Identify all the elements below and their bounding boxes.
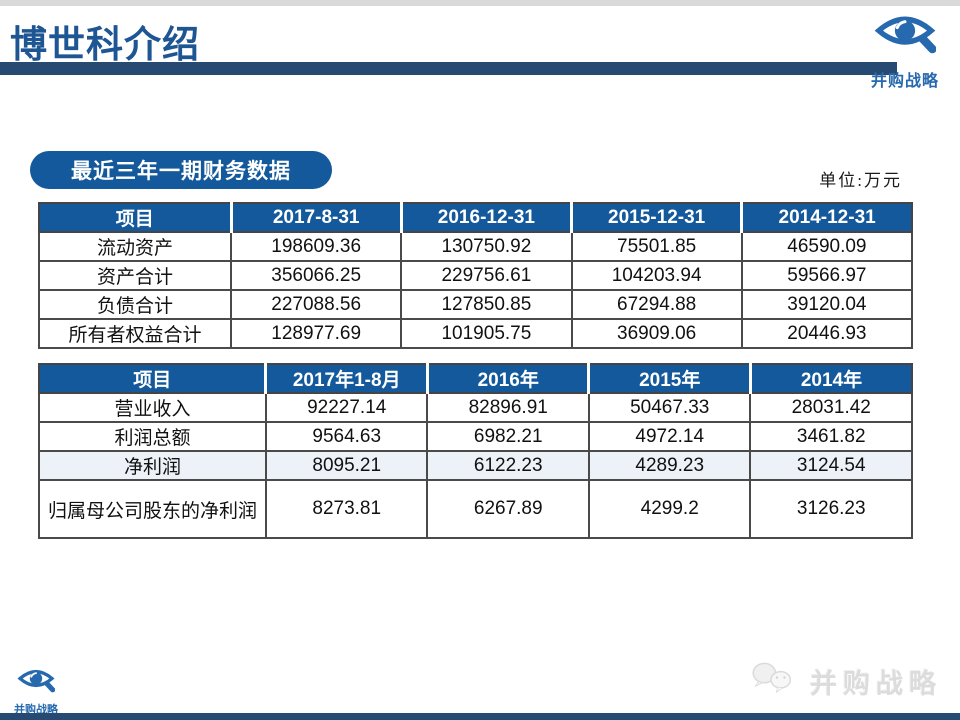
wechat-icon [748,660,800,703]
row-label: 资产合计 [37,260,233,291]
bottom-edge-bar [0,713,960,720]
cell-value: 8273.81 [264,479,429,539]
cell-value: 127850.85 [400,289,573,320]
cell-value: 104203.94 [570,260,743,291]
income-statement-table: 项目 2017年1-8月 2016年 2015年 2014年 营业收入 9222… [38,363,913,539]
row-label: 净利润 [38,450,267,481]
cell-value: 8095.21 [264,450,429,481]
column-header: 2017年1-8月 [264,364,428,394]
row-label: 归属母公司股东的净利润 [38,479,267,539]
column-header: 2016年 [425,364,589,394]
wechat-watermark: 并购战略 [748,660,942,703]
cell-value: 20446.93 [740,318,914,349]
cell-value: 3124.54 [749,450,913,481]
table-row: 营业收入 92227.14 82896.91 50467.33 28031.42 [38,392,913,423]
cell-value: 39120.04 [740,289,914,320]
footer-brand-logo: 并购战略 [8,664,64,717]
cell-value: 3126.23 [749,479,913,539]
cell-value: 59566.97 [740,260,914,291]
column-header: 2015-12-31 [570,203,742,233]
table-row: 所有者权益合计 128977.69 101905.75 36909.06 204… [37,318,914,349]
row-label: 流动资产 [37,231,233,262]
top-edge-strip [0,0,960,6]
cell-value: 67294.88 [570,289,743,320]
balance-sheet-table: 项目 2017-8-31 2016-12-31 2015-12-31 2014-… [37,202,914,349]
cell-value: 101905.75 [400,318,573,349]
table-row: 资产合计 356066.25 229756.61 104203.94 59566… [37,260,914,291]
brand-logo: 并购战略 [862,6,948,91]
cell-value: 130750.92 [400,231,573,262]
row-label: 利润总额 [38,421,267,452]
cell-value: 4299.2 [587,479,752,539]
title-divider-bar [0,62,897,75]
table-header-row: 项目 2017年1-8月 2016年 2015年 2014年 [39,364,912,394]
column-header: 2017-8-31 [229,203,402,233]
table-row: 利润总额 9564.63 6982.21 4972.14 3461.82 [38,421,913,452]
cell-value: 36909.06 [570,318,743,349]
column-header: 2015年 [587,364,751,394]
column-header: 2014-12-31 [740,203,912,233]
cell-value: 356066.25 [230,260,403,291]
cell-value: 92227.14 [264,392,429,423]
table-row: 净利润 8095.21 6122.23 4289.23 3124.54 [38,450,913,481]
row-label: 所有者权益合计 [37,318,233,349]
cell-value: 46590.09 [740,231,914,262]
cell-value: 28031.42 [749,392,913,423]
cell-value: 198609.36 [230,231,403,262]
cell-value: 227088.56 [230,289,403,320]
cell-value: 6122.23 [426,450,590,481]
cell-value: 128977.69 [230,318,403,349]
cell-value: 6982.21 [426,421,590,452]
page-title: 博世科介绍 [10,24,200,65]
cell-value: 82896.91 [426,392,590,423]
section-badge: 最近三年一期财务数据 [30,151,332,189]
eye-magnifier-icon [17,664,56,701]
column-header: 项目 [39,203,232,233]
cell-value: 4972.14 [587,421,752,452]
watermark-text: 并购战略 [810,669,942,699]
cell-value: 229756.61 [400,260,573,291]
cell-value: 3461.82 [749,421,913,452]
cell-value: 9564.63 [264,421,429,452]
table-row: 流动资产 198609.36 130750.92 75501.85 46590.… [37,231,914,262]
table-header-row: 项目 2017-8-31 2016-12-31 2015-12-31 2014-… [39,203,912,233]
cell-value: 4289.23 [587,450,752,481]
table-row: 归属母公司股东的净利润 8273.81 6267.89 4299.2 3126.… [38,479,913,539]
cell-value: 6267.89 [426,479,590,539]
unit-label: 单位:万元 [819,171,902,190]
column-header: 2016-12-31 [399,203,572,233]
eye-magnifier-icon [874,6,937,65]
column-header: 2014年 [748,364,912,394]
row-label: 负债合计 [37,289,233,320]
table-row: 负债合计 227088.56 127850.85 67294.88 39120.… [37,289,914,320]
row-label: 营业收入 [38,392,267,423]
cell-value: 75501.85 [570,231,743,262]
cell-value: 50467.33 [587,392,752,423]
column-header: 项目 [39,364,266,394]
brand-logo-text: 并购战略 [870,73,939,90]
